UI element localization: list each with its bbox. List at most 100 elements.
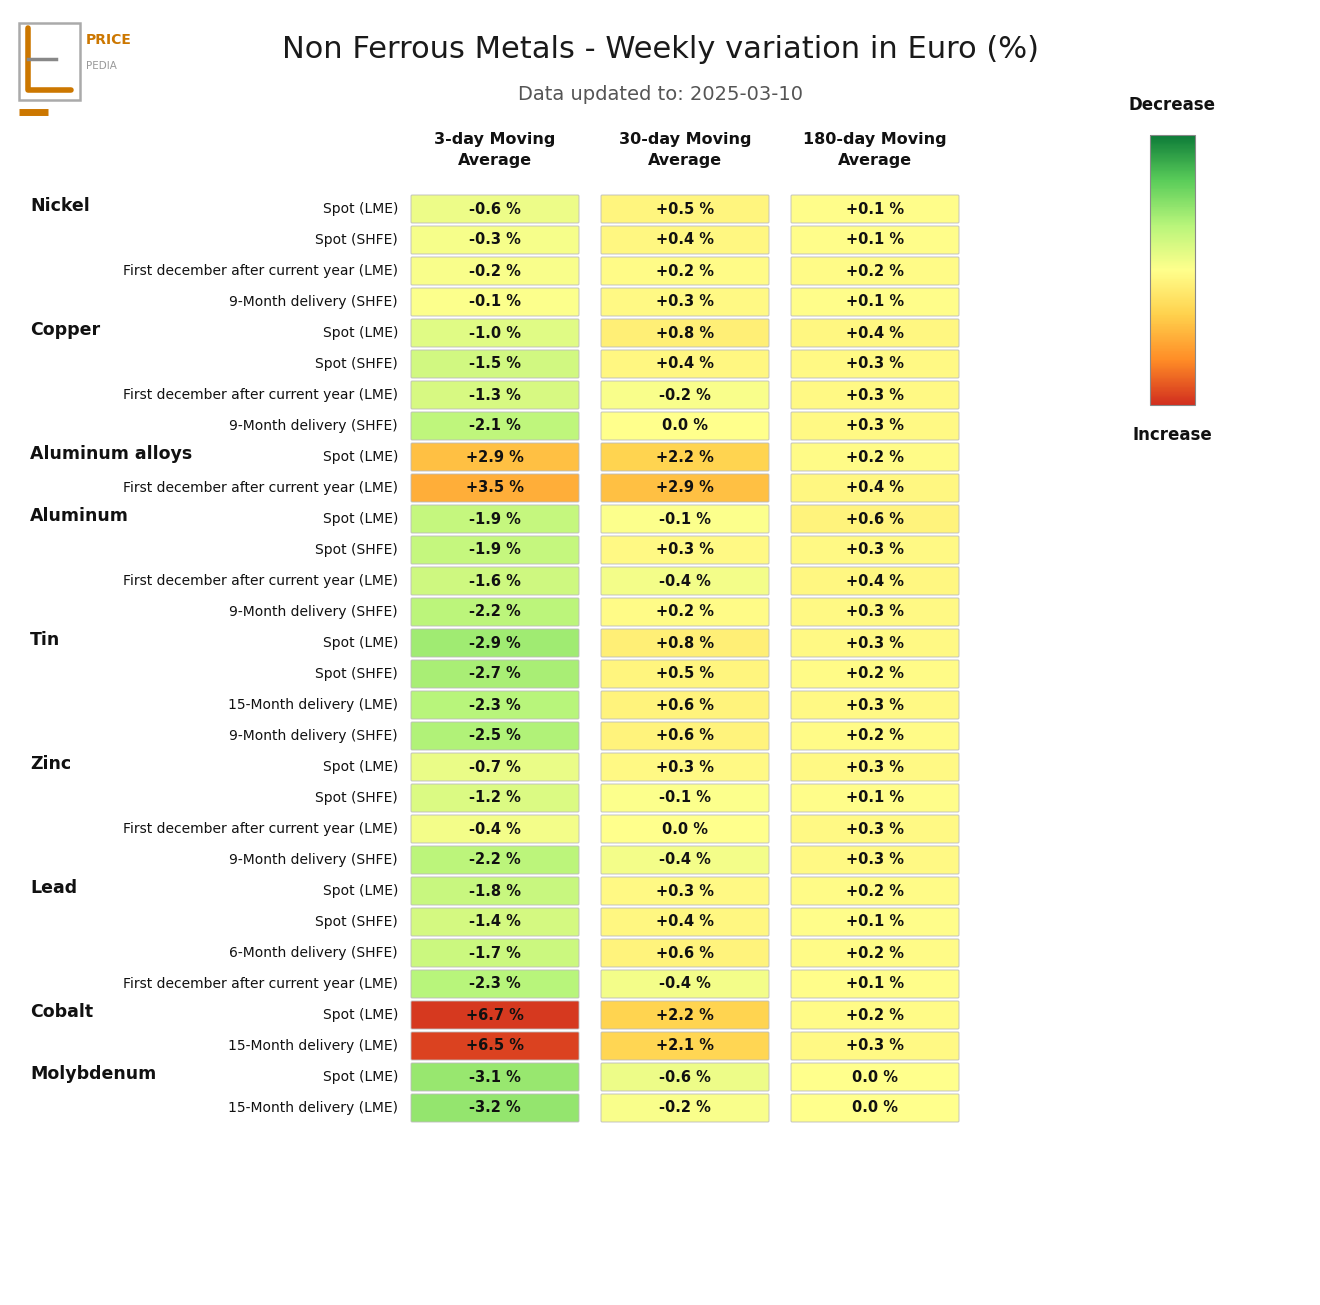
Bar (1150, 322, 1195, 324)
Text: 15-Month delivery (LME): 15-Month delivery (LME) (228, 698, 399, 713)
Bar (1150, 365, 1195, 367)
FancyBboxPatch shape (601, 1094, 770, 1122)
Bar (1150, 235, 1195, 236)
Bar (1150, 177, 1195, 179)
FancyBboxPatch shape (601, 381, 770, 408)
FancyBboxPatch shape (411, 257, 579, 284)
FancyBboxPatch shape (411, 1064, 579, 1091)
Bar (1150, 256, 1195, 257)
Text: +2.1 %: +2.1 % (656, 1039, 714, 1053)
Bar (1150, 322, 1195, 324)
Bar (1150, 317, 1195, 318)
Bar (1150, 206, 1195, 207)
Bar (1150, 136, 1195, 137)
Bar (1150, 392, 1195, 393)
Bar (1150, 215, 1195, 217)
Bar (1150, 161, 1195, 162)
FancyBboxPatch shape (411, 940, 579, 967)
Text: Aluminum: Aluminum (30, 508, 129, 525)
Bar (1150, 168, 1195, 170)
Text: +0.3 %: +0.3 % (656, 295, 714, 309)
Text: -0.4 %: -0.4 % (469, 822, 521, 837)
FancyBboxPatch shape (791, 629, 960, 656)
Bar (1150, 380, 1195, 381)
Bar (1150, 205, 1195, 206)
Bar (1150, 359, 1195, 361)
Bar (1150, 251, 1195, 252)
Bar (1150, 367, 1195, 368)
FancyBboxPatch shape (791, 970, 960, 998)
Bar (1150, 238, 1195, 239)
Bar (1150, 328, 1195, 329)
FancyBboxPatch shape (791, 350, 960, 378)
Bar (1150, 254, 1195, 257)
Text: Spot (SHFE): Spot (SHFE) (315, 791, 399, 805)
Bar (1150, 355, 1195, 356)
Bar (1150, 201, 1195, 202)
Bar (1150, 335, 1195, 337)
Bar (1150, 354, 1195, 355)
Bar (1150, 206, 1195, 207)
Text: +0.1 %: +0.1 % (846, 232, 904, 248)
Text: -1.6 %: -1.6 % (469, 573, 521, 589)
FancyBboxPatch shape (791, 1064, 960, 1091)
FancyBboxPatch shape (411, 692, 579, 719)
Bar (1150, 309, 1195, 311)
FancyBboxPatch shape (411, 194, 579, 223)
Text: First december after current year (LME): First december after current year (LME) (123, 977, 399, 990)
FancyBboxPatch shape (411, 1001, 579, 1030)
Bar (1150, 217, 1195, 218)
Bar (1150, 151, 1195, 153)
Bar (1150, 312, 1195, 313)
Bar (1150, 278, 1195, 279)
FancyBboxPatch shape (411, 970, 579, 998)
Bar (1150, 211, 1195, 213)
Bar (1150, 274, 1195, 275)
Text: -2.7 %: -2.7 % (469, 667, 521, 681)
Bar (1150, 241, 1195, 243)
Bar (1150, 228, 1195, 231)
FancyBboxPatch shape (411, 318, 579, 347)
Bar (1150, 224, 1195, 226)
Bar (1150, 371, 1195, 372)
Bar (1150, 194, 1195, 196)
Text: -0.1 %: -0.1 % (469, 295, 521, 309)
Bar (1150, 341, 1195, 342)
Text: +0.1 %: +0.1 % (846, 915, 904, 929)
Text: 9-Month delivery (SHFE): 9-Month delivery (SHFE) (230, 419, 399, 433)
Bar (1150, 375, 1195, 376)
Text: +0.3 %: +0.3 % (846, 388, 904, 402)
FancyBboxPatch shape (791, 194, 960, 223)
Text: Nickel: Nickel (30, 197, 90, 215)
Bar (1150, 134, 1195, 136)
Bar (1150, 137, 1195, 138)
Bar (1150, 325, 1195, 326)
Bar (1150, 147, 1195, 149)
Bar (1150, 354, 1195, 355)
Text: Spot (SHFE): Spot (SHFE) (315, 234, 399, 247)
Text: +0.2 %: +0.2 % (656, 604, 714, 620)
Bar (1150, 356, 1195, 358)
Bar (1150, 244, 1195, 245)
Bar (1150, 264, 1195, 265)
Bar (1150, 328, 1195, 329)
Text: +2.2 %: +2.2 % (656, 1007, 714, 1023)
Bar (1150, 268, 1195, 269)
Bar (1150, 134, 1195, 405)
Bar (1150, 287, 1195, 288)
Text: +0.2 %: +0.2 % (846, 728, 904, 744)
Bar (1150, 258, 1195, 260)
Bar (1150, 365, 1195, 367)
Text: +0.1 %: +0.1 % (846, 791, 904, 805)
Bar (1150, 345, 1195, 346)
Bar (1150, 172, 1195, 174)
FancyBboxPatch shape (601, 970, 770, 998)
Bar (1150, 318, 1195, 320)
Bar (1150, 230, 1195, 231)
Text: +0.3 %: +0.3 % (846, 419, 904, 433)
Text: Lead: Lead (30, 880, 77, 897)
Text: -2.2 %: -2.2 % (469, 852, 521, 868)
FancyBboxPatch shape (601, 474, 770, 502)
Bar (1150, 200, 1195, 201)
Bar (1150, 334, 1195, 335)
